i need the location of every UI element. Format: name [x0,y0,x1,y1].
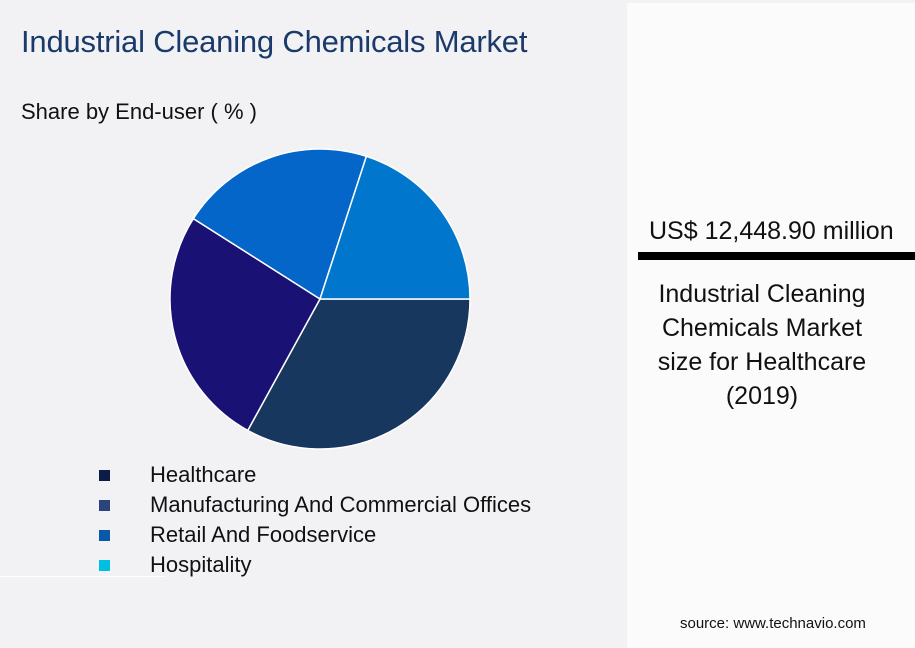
legend-swatch [99,499,110,511]
kpi-value: US$ 12,448.90 million [649,217,894,245]
source-credit: source: www.technavio.com [680,615,866,632]
legend-item-healthcare: Healthcare [99,460,531,490]
chart-title: Industrial Cleaning Chemicals Market [21,24,528,59]
legend-label: Healthcare [150,462,257,487]
pie-chart [168,147,472,451]
legend-swatch [99,529,110,541]
pie-slice-retail-and-foodservice [192,148,368,301]
legend-item-hospitality: Hospitality [99,550,531,580]
legend-label: Manufacturing And Commercial Offices [150,492,532,517]
legend-label: Retail And Foodservice [150,522,377,547]
chart-subtitle: Share by End-user ( % ) [21,99,257,124]
pie-slice-hospitality [318,155,471,300]
pie-slice-healthcare [246,298,471,450]
pie-svg [169,148,471,450]
legend-swatch [99,559,110,571]
kpi-panel: US$ 12,448.90 million Industrial Cleanin… [627,3,915,648]
chart-panel: Industrial Cleaning Chemicals Market Sha… [0,24,532,580]
legend: Healthcare Manufacturing And Commercial … [99,460,531,580]
legend-swatch [99,469,110,481]
legend-item-retail: Retail And Foodservice [99,520,531,550]
legend-item-manufacturing: Manufacturing And Commercial Offices [99,490,531,520]
kpi-divider [638,252,915,260]
legend-label: Hospitality [150,552,252,577]
kpi-description: Industrial Cleaning Chemicals Market siz… [657,280,867,410]
pie-slice-manufacturing-and-commercial-offices [169,217,321,432]
divider [0,576,165,577]
